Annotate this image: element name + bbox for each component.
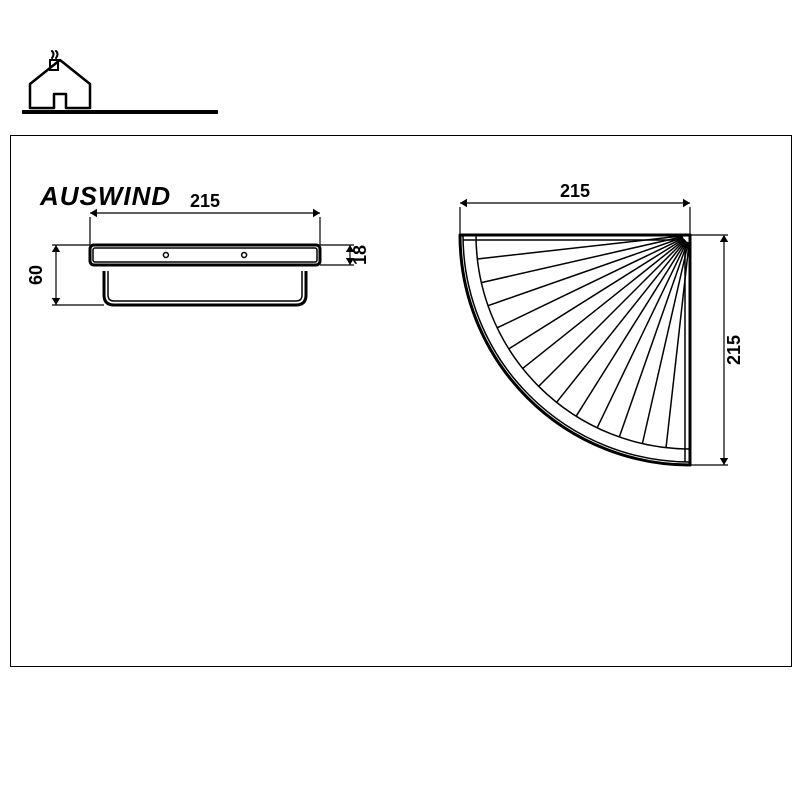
svg-text:18: 18: [350, 245, 370, 265]
svg-text:215: 215: [190, 191, 220, 211]
technical-drawing: 215 18 60 215 215: [10, 135, 790, 665]
svg-text:60: 60: [26, 265, 46, 285]
svg-text:215: 215: [724, 335, 744, 365]
house-icon: [20, 50, 220, 140]
svg-text:215: 215: [560, 181, 590, 201]
page: AUSWIND 2151860215215: [0, 0, 800, 800]
